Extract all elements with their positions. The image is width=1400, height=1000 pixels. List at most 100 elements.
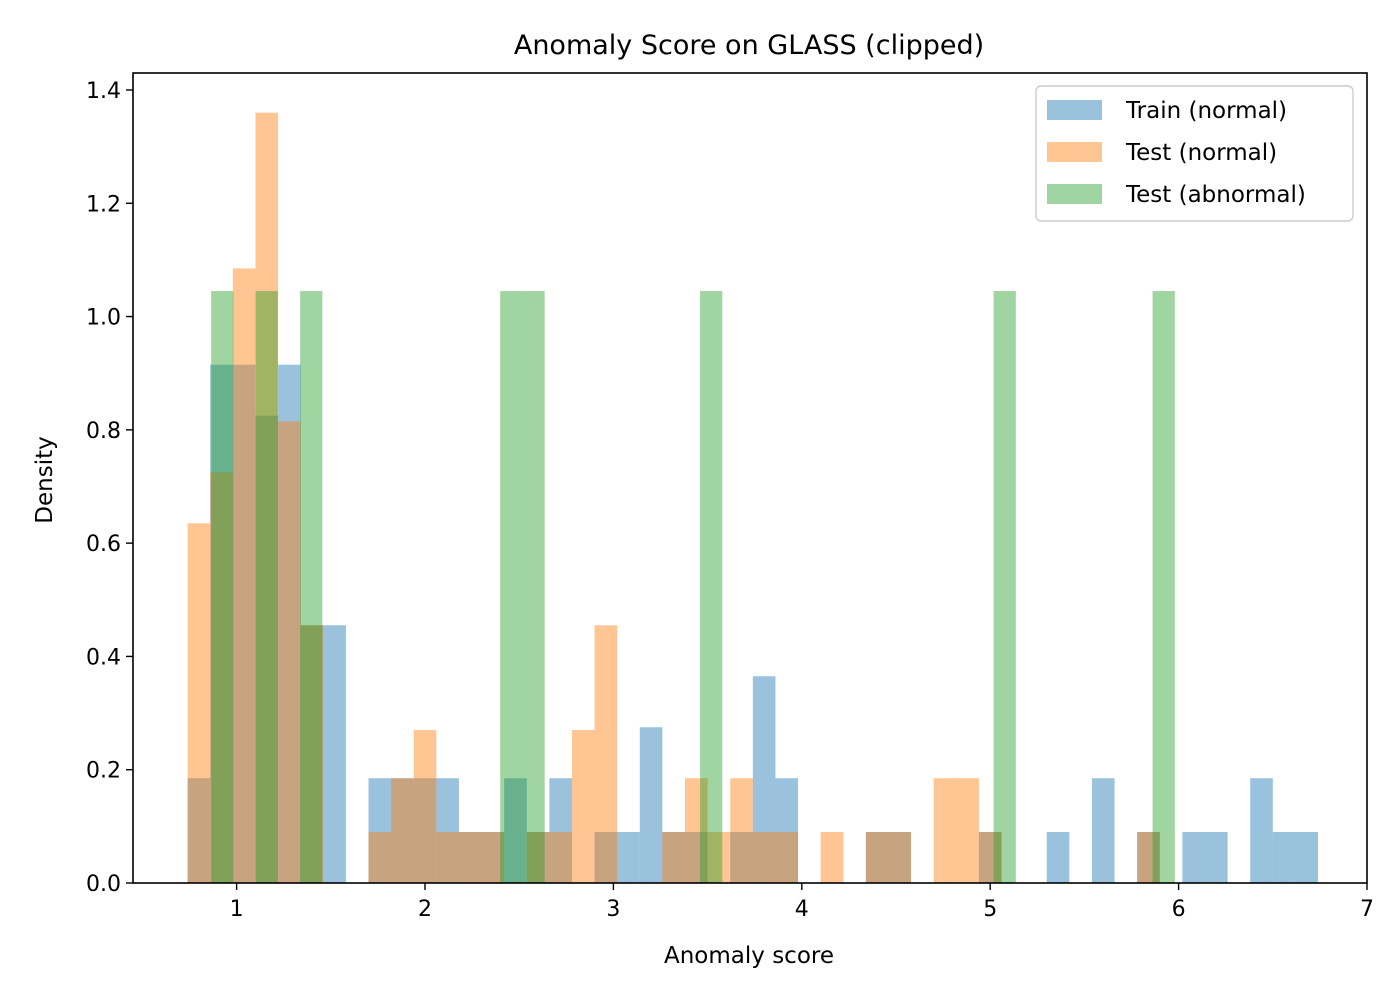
histogram-bar bbox=[865, 832, 889, 883]
histogram-bar bbox=[300, 625, 324, 883]
histogram-bar bbox=[278, 364, 301, 884]
x-axis-label: Anomaly score bbox=[664, 943, 834, 969]
histogram-bar bbox=[993, 291, 1016, 884]
histogram-bar bbox=[504, 778, 527, 883]
histogram-bar bbox=[933, 778, 957, 883]
legend-box bbox=[1035, 85, 1354, 222]
series-3-bars bbox=[211, 291, 1175, 884]
y-axis-label: Density bbox=[32, 436, 58, 523]
histogram-bar bbox=[888, 832, 912, 883]
histogram-bar bbox=[639, 727, 663, 883]
histogram-bar bbox=[1250, 778, 1273, 883]
histogram-bar bbox=[1272, 832, 1296, 883]
histogram-bar bbox=[685, 778, 708, 883]
histogram-bar bbox=[1295, 832, 1319, 883]
histogram-bar bbox=[1046, 832, 1070, 883]
x-tick-label: 7 bbox=[1360, 897, 1374, 922]
histogram-bar bbox=[707, 832, 731, 883]
histogram-bar bbox=[1091, 778, 1115, 883]
legend-label: Test (normal) bbox=[1125, 140, 1277, 166]
y-tick-label: 0.6 bbox=[86, 532, 121, 557]
histogram-bar bbox=[255, 112, 279, 883]
histogram-bar bbox=[1137, 832, 1160, 883]
histogram-bar bbox=[662, 832, 686, 883]
x-tick-label: 5 bbox=[983, 897, 997, 922]
x-tick-label: 3 bbox=[606, 897, 620, 922]
histogram-bar bbox=[1204, 832, 1228, 883]
histogram-bar bbox=[865, 832, 889, 883]
y-tick-label: 0.2 bbox=[86, 759, 121, 784]
histogram-bar bbox=[255, 291, 278, 884]
legend-swatch bbox=[1047, 100, 1102, 120]
series-2-bars bbox=[187, 112, 1160, 883]
histogram-bar bbox=[368, 778, 392, 883]
histogram-bar bbox=[232, 364, 256, 884]
series-1-bars bbox=[187, 364, 1319, 884]
histogram-bar bbox=[255, 415, 279, 883]
histogram-bar bbox=[685, 832, 708, 883]
histogram-bar bbox=[211, 291, 234, 884]
histogram-bar bbox=[978, 832, 1002, 883]
histogram-bar bbox=[888, 832, 912, 883]
legend: Train (normal) Test (normal) Test (abnorma… bbox=[1035, 85, 1354, 222]
histogram-bar bbox=[775, 778, 799, 883]
y-tick-label: 1.2 bbox=[86, 192, 121, 217]
x-tick-label: 2 bbox=[418, 897, 432, 922]
axes-frame bbox=[132, 72, 1368, 884]
y-tick-label: 0.4 bbox=[86, 645, 121, 670]
y-tick-label: 1.0 bbox=[86, 306, 121, 331]
legend-swatch bbox=[1047, 142, 1102, 162]
histogram-bar bbox=[436, 778, 459, 883]
histogram-bar bbox=[413, 730, 437, 883]
histogram-bar bbox=[752, 676, 776, 883]
histogram-bar bbox=[210, 364, 233, 884]
histogram-bar bbox=[413, 778, 437, 883]
histogram-bar bbox=[391, 778, 414, 883]
x-tick-label: 6 bbox=[1172, 897, 1186, 922]
histogram-bar bbox=[526, 832, 550, 883]
histogram-bar bbox=[187, 778, 211, 883]
histogram-bar bbox=[730, 832, 753, 883]
histogram-bar bbox=[232, 268, 256, 883]
y-tick-label: 0.8 bbox=[86, 419, 121, 444]
x-tick-label: 1 bbox=[230, 897, 244, 922]
legend-label: Test (abnormal) bbox=[1125, 182, 1306, 208]
histogram-bar bbox=[1137, 832, 1160, 883]
histogram-bar bbox=[730, 778, 753, 883]
legend-swatch bbox=[1047, 184, 1102, 204]
histogram-bar bbox=[458, 832, 482, 883]
histogram-bar bbox=[300, 291, 323, 884]
histogram-bar bbox=[775, 832, 799, 883]
histogram-bar bbox=[1152, 291, 1175, 884]
histogram-bar bbox=[391, 778, 414, 883]
histogram-bar bbox=[978, 832, 1002, 883]
histogram-bar bbox=[549, 832, 572, 883]
histogram-bar bbox=[1182, 832, 1205, 883]
histogram-bar bbox=[368, 832, 392, 883]
histogram-bar bbox=[752, 832, 776, 883]
histogram-bar bbox=[481, 832, 505, 883]
histogram-bar bbox=[522, 291, 545, 884]
histogram-bar bbox=[458, 832, 482, 883]
histogram-bar bbox=[187, 523, 211, 883]
histogram-bar bbox=[700, 291, 723, 884]
histogram-bar bbox=[571, 730, 595, 883]
histogram-bar bbox=[436, 832, 459, 883]
histogram-bar bbox=[594, 832, 618, 883]
legend-label: Train (normal) bbox=[1125, 98, 1287, 124]
histogram-bar bbox=[956, 778, 979, 883]
histogram-bar bbox=[549, 778, 572, 883]
histogram-bar bbox=[662, 832, 686, 883]
histogram-bar bbox=[300, 625, 324, 883]
axes: 1 2 3 4 5 6 7 0.0 0.2 0.4 0.6 0.8 1.0 1.2 1.4 bbox=[86, 72, 1374, 922]
histogram-bar bbox=[500, 291, 523, 884]
histogram-bar bbox=[617, 832, 640, 883]
y-tick-label: 0.0 bbox=[86, 872, 121, 897]
histogram-bar bbox=[210, 472, 233, 883]
x-tick-label: 4 bbox=[795, 897, 809, 922]
histogram-bar bbox=[594, 625, 618, 883]
histogram-bar bbox=[820, 832, 844, 883]
histogram-bar bbox=[278, 421, 301, 883]
histogram-bar bbox=[481, 832, 505, 883]
